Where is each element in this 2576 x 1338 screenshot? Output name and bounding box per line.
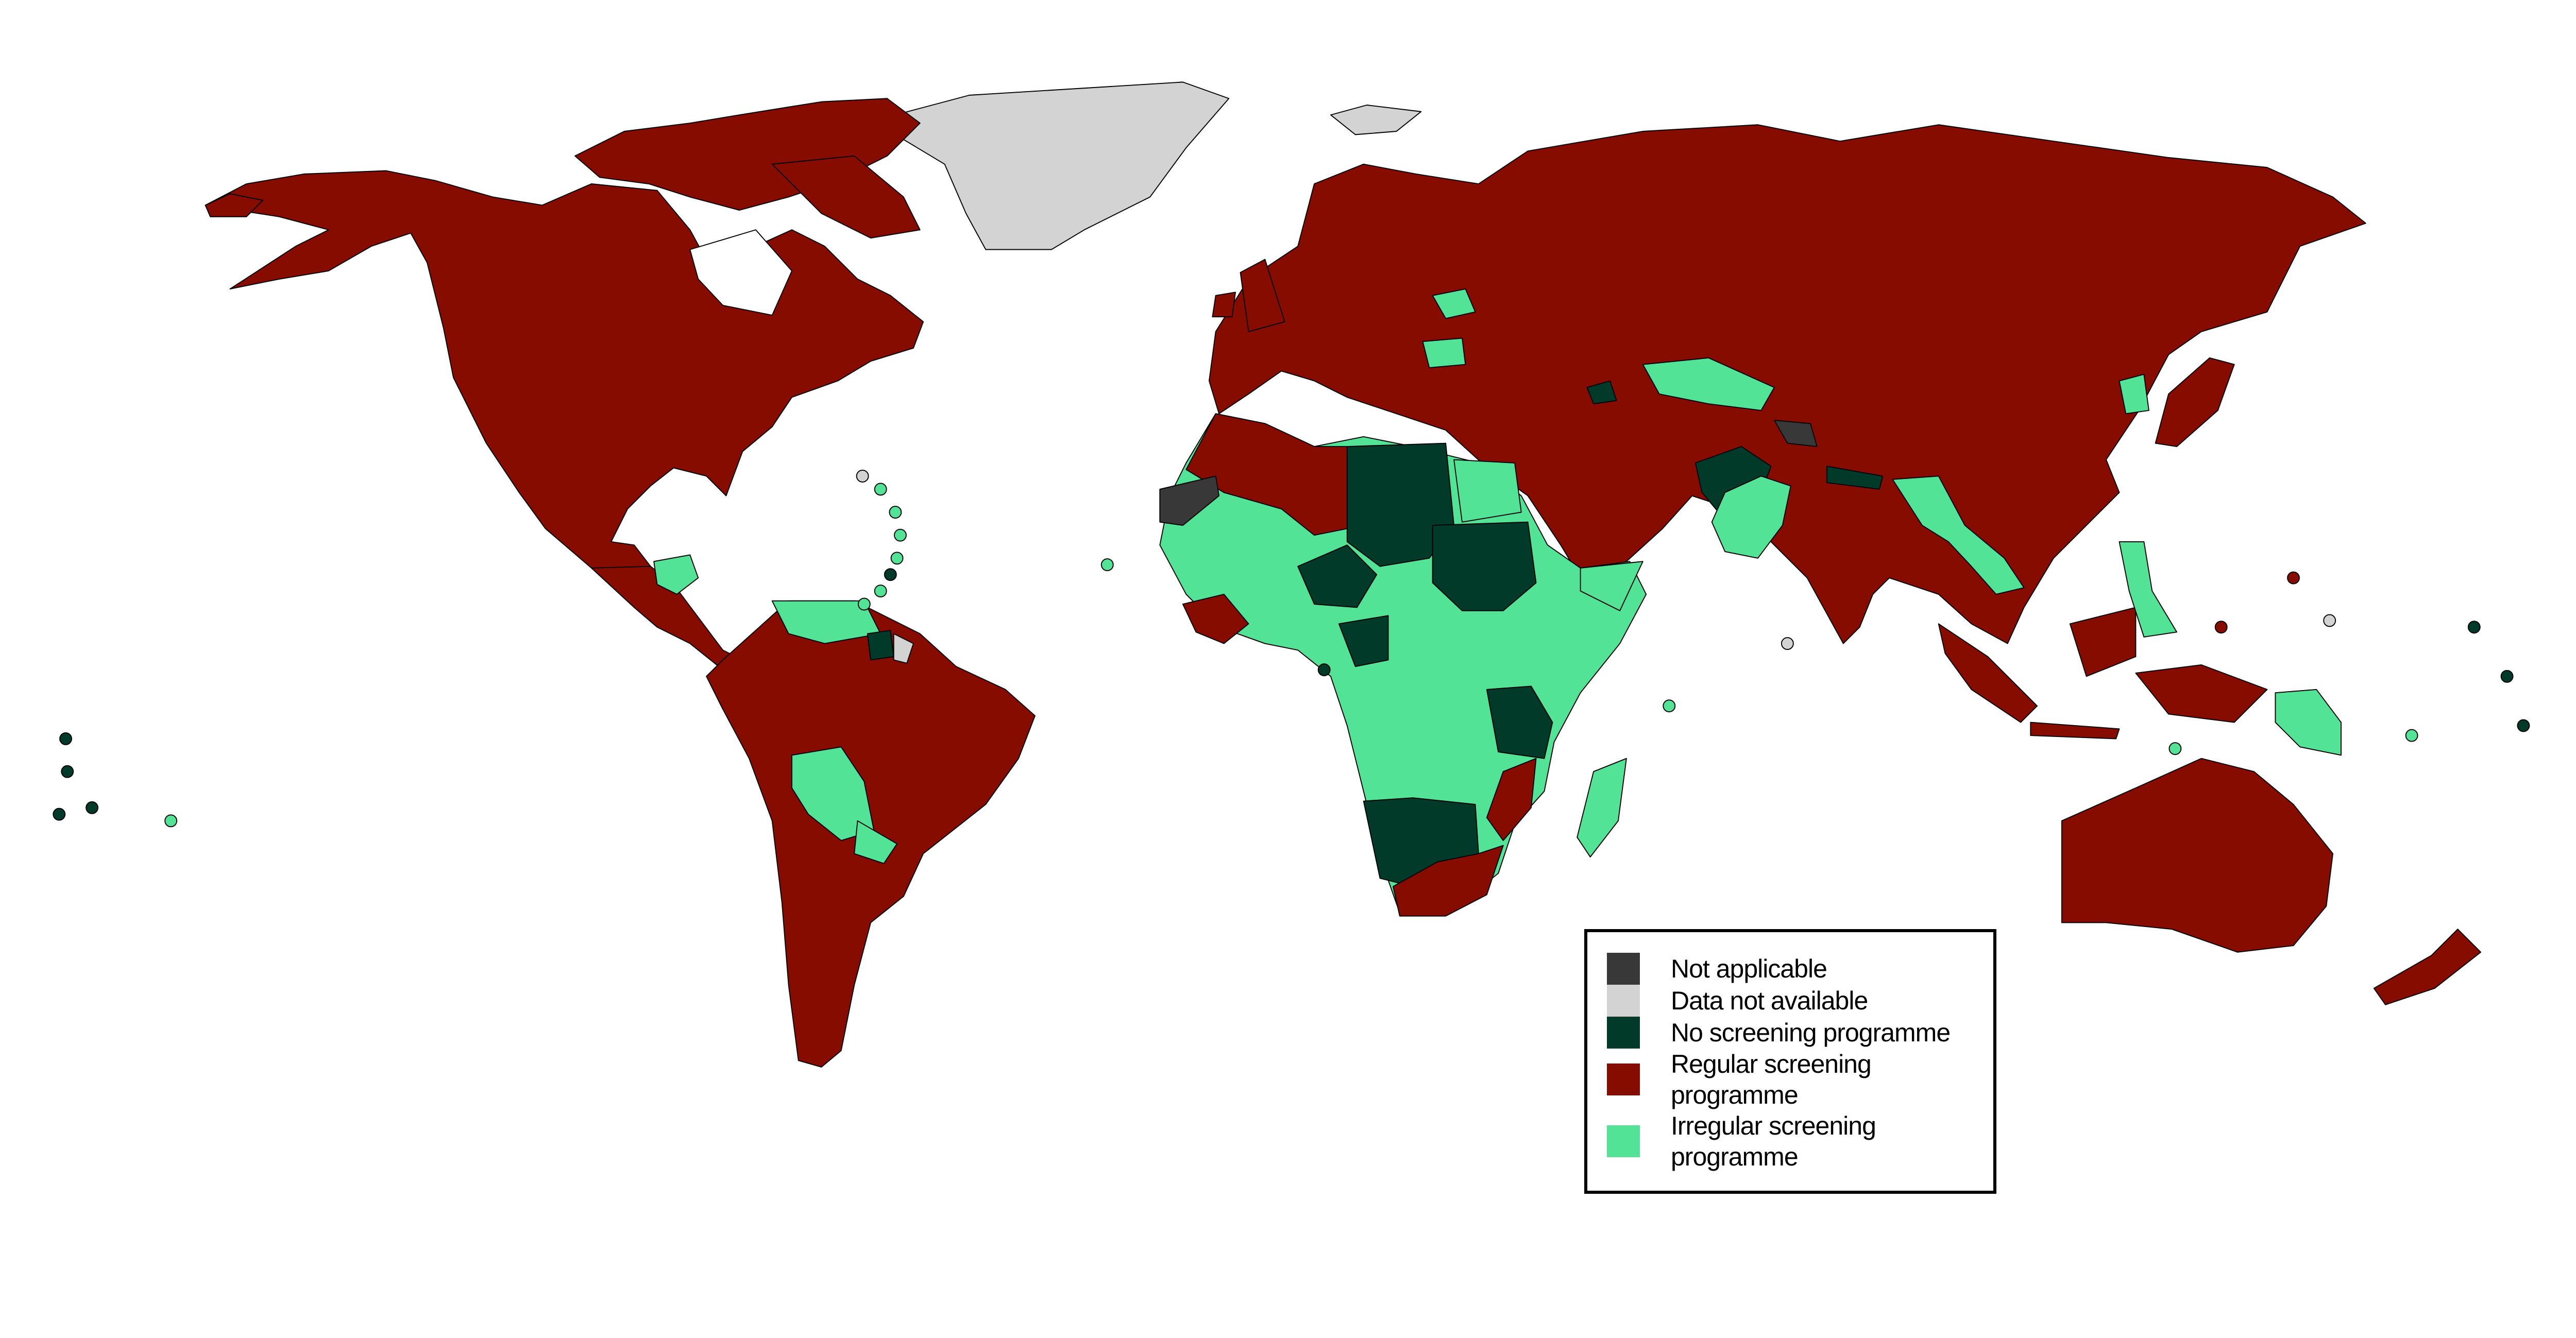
region-egypt (1453, 459, 1522, 523)
island-marker (884, 568, 897, 581)
island-marker (874, 585, 887, 597)
region-madagascar (1577, 758, 1627, 857)
region-somalia-horn (1580, 561, 1643, 611)
legend-label: Not applicable (1671, 954, 1827, 983)
region-belarus (1432, 288, 1476, 319)
island-marker (1100, 558, 1114, 571)
island-marker (890, 552, 904, 565)
region-nigeria-area (1297, 544, 1378, 608)
island-marker (2405, 729, 2418, 742)
region-paraguay (854, 820, 898, 864)
island-marker (1663, 699, 1676, 713)
region-central-asia (1642, 357, 1775, 411)
legend-label: No screening programme (1671, 1018, 1951, 1047)
region-korea (2119, 373, 2149, 415)
region-philippines (2119, 541, 2178, 638)
region-sulawesi-papua (2135, 664, 2268, 723)
region-indonesia-malaysia (1938, 623, 2038, 723)
island-marker (164, 814, 178, 828)
legend-label: Regular screening programme (1671, 1049, 1872, 1109)
region-greenland (894, 81, 1230, 250)
region-venezuela-guyana (771, 600, 882, 644)
region-alaska-tip (205, 193, 264, 217)
region-sudan (1432, 521, 1537, 611)
region-north-america (205, 170, 924, 585)
legend-swatch (1607, 1016, 1640, 1049)
region-new-zealand (2373, 929, 2482, 1005)
island-marker (2168, 742, 2182, 755)
legend-label: Irregular screening programme (1671, 1111, 1876, 1171)
island-marker (59, 732, 72, 745)
region-libya-niger-chad (1346, 442, 1455, 567)
legend-swatch (1607, 1125, 1640, 1157)
region-suriname (867, 630, 894, 661)
region-western-sahara (1159, 475, 1220, 526)
island-marker (61, 765, 74, 778)
legend-swatch (1607, 1063, 1640, 1095)
island-marker (889, 506, 902, 519)
region-caucasus (1586, 380, 1617, 405)
island-marker (894, 528, 907, 542)
legend-label: Data not available (1671, 986, 1868, 1015)
legend-item-regular-screening: Regular screening programme (1607, 1049, 1983, 1110)
region-iceland (1330, 105, 1422, 135)
map-legend: Not applicable Data not available No scr… (1584, 929, 1996, 1194)
region-mozambique (1486, 758, 1537, 842)
legend-swatch (1607, 984, 1640, 1017)
island-marker (874, 483, 887, 496)
region-eurasia (1208, 124, 2366, 644)
region-central-america-irregular (653, 554, 699, 595)
island-marker (2323, 614, 2336, 627)
island-marker (2500, 670, 2514, 683)
legend-item-data-not-available: Data not available (1607, 984, 1983, 1017)
island-marker (53, 808, 66, 821)
island-marker (2517, 719, 2530, 732)
region-borneo (2069, 607, 2137, 677)
legend-swatch (1607, 952, 1640, 985)
island-marker (86, 801, 99, 814)
region-great-britain (1240, 259, 1285, 332)
legend-item-irregular-screening: Irregular screening programme (1607, 1110, 1983, 1172)
region-hudson-bay (689, 229, 792, 316)
region-west-africa-red (1182, 593, 1249, 644)
island-marker (2287, 571, 2300, 585)
region-tanzania (1486, 685, 1553, 759)
region-australia (2061, 758, 2334, 953)
island-marker (856, 469, 869, 483)
region-arctic-islands (574, 98, 921, 211)
region-pakistan (1711, 475, 1791, 559)
legend-item-no-screening: No screening programme (1607, 1016, 1983, 1049)
island-marker (857, 597, 871, 611)
region-arctic-islands-2 (771, 155, 921, 239)
region-kashmir (1773, 420, 1818, 447)
island-marker (1317, 663, 1331, 676)
region-french-guiana (893, 633, 914, 664)
legend-item-not-applicable: Not applicable (1607, 952, 1983, 985)
region-japan (2155, 357, 2235, 447)
world-map (53, 81, 2530, 1068)
region-myanmar-thailand (1892, 475, 2025, 595)
region-papua-new-guinea (2275, 689, 2342, 756)
region-java (2030, 722, 2120, 740)
region-nepal (1826, 466, 1884, 490)
island-marker (2467, 621, 2481, 634)
region-ireland (1212, 291, 1236, 318)
island-marker (1781, 637, 1794, 650)
region-south-africa (1393, 845, 1504, 917)
region-romania (1422, 337, 1466, 368)
island-marker (2214, 621, 2228, 634)
region-congo-gabon (1338, 615, 1389, 667)
